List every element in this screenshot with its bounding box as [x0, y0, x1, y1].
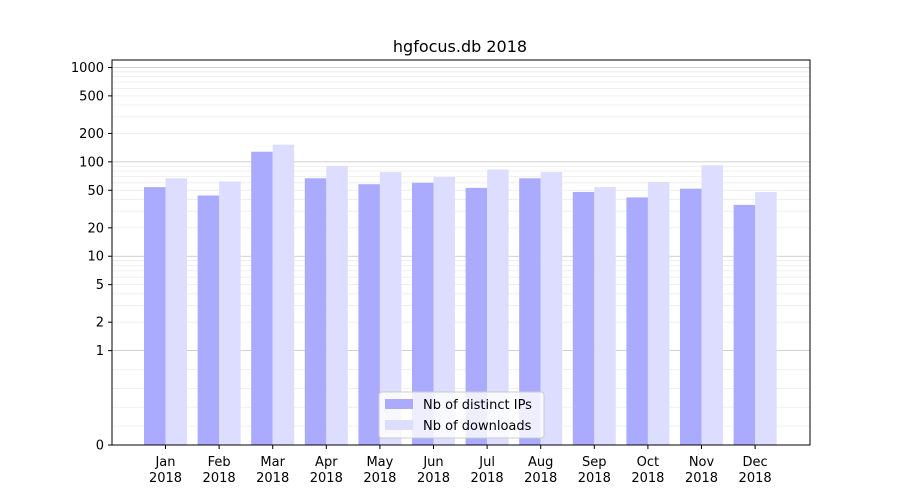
y-tick-label: 200: [79, 127, 104, 142]
bar-distinct-ips: [519, 178, 541, 445]
y-tick-label: 2: [96, 316, 104, 331]
x-tick-label-year: 2018: [739, 471, 772, 486]
x-tick-label-year: 2018: [417, 471, 450, 486]
y-tick-label: 1000: [71, 61, 104, 76]
bar-downloads: [272, 144, 295, 445]
bar-distinct-ips: [304, 178, 327, 445]
x-tick-label-year: 2018: [471, 471, 504, 486]
bar-downloads: [701, 165, 723, 445]
bar-distinct-ips: [680, 188, 702, 445]
x-tick-label-year: 2018: [524, 471, 557, 486]
bar-downloads: [487, 169, 509, 445]
x-tick-label-month: Jul: [478, 455, 495, 470]
legend-box: [378, 391, 545, 439]
bar-downloads: [219, 181, 241, 445]
legend-label: Nb of downloads: [423, 419, 532, 434]
x-tick-label-month: Apr: [315, 455, 338, 470]
bar-downloads: [433, 177, 455, 445]
x-tick-label-month: Jun: [422, 455, 443, 470]
x-tick-label-month: Mar: [260, 455, 285, 470]
y-tick-label: 100: [79, 155, 104, 170]
legend: Nb of distinct IPs Nb of downloads: [378, 391, 545, 439]
bar-distinct-ips: [358, 184, 380, 445]
bar-distinct-ips: [412, 182, 434, 445]
x-tick-label-year: 2018: [256, 471, 289, 486]
x-tick-label-month: Nov: [689, 455, 715, 470]
bar-distinct-ips: [251, 151, 273, 446]
x-tick-label-year: 2018: [363, 471, 396, 486]
bar-downloads: [594, 187, 616, 446]
bar-distinct-ips: [465, 187, 488, 446]
y-tick-label: 10: [87, 250, 104, 265]
bar-distinct-ips: [626, 197, 648, 445]
x-tick-label-year: 2018: [310, 471, 343, 486]
x-tick-label-month: May: [366, 455, 393, 470]
y-tick-label: 0: [96, 439, 104, 454]
legend-swatch: [385, 399, 413, 409]
y-tick-label: 20: [87, 221, 104, 236]
x-tick-label-month: Oct: [637, 455, 659, 470]
bar-downloads: [326, 166, 348, 445]
y-tick-label: 500: [79, 89, 104, 104]
bar-downloads: [647, 182, 670, 445]
bars: [144, 144, 777, 446]
y-tick-label: 50: [87, 184, 104, 199]
bar-distinct-ips: [144, 187, 166, 446]
x-tick-label-month: Aug: [528, 455, 553, 470]
legend-label: Nb of distinct IPs: [423, 398, 532, 413]
y-tick-label: 5: [96, 278, 104, 293]
x-tick-label-month: Sep: [582, 455, 607, 470]
x-tick-label-year: 2018: [149, 471, 182, 486]
x-axis: Jan2018Feb2018Mar2018Apr2018May2018Jun20…: [149, 445, 772, 486]
bar-distinct-ips: [197, 195, 220, 445]
bar-downloads: [540, 172, 563, 445]
legend-swatch: [385, 420, 413, 430]
y-axis: 0 1 2 5 10 20 50 100 200 500 1000: [71, 61, 112, 454]
x-tick-label-year: 2018: [203, 471, 236, 486]
bar-downloads: [165, 178, 187, 445]
bar-distinct-ips: [733, 204, 756, 445]
x-tick-label-month: Feb: [208, 455, 231, 470]
x-tick-label-year: 2018: [578, 471, 611, 486]
bar-downloads: [379, 172, 402, 445]
x-tick-label-year: 2018: [685, 471, 718, 486]
plot-frame: [111, 59, 811, 446]
x-tick-label-month: Jan: [154, 455, 175, 470]
y-tick-label: 1: [96, 344, 104, 359]
bar-downloads: [755, 191, 777, 445]
x-tick-label-month: Dec: [743, 455, 768, 470]
chart-title: hgfocus.db 2018: [393, 37, 527, 56]
bar-distinct-ips: [572, 191, 595, 445]
x-tick-label-year: 2018: [631, 471, 664, 486]
